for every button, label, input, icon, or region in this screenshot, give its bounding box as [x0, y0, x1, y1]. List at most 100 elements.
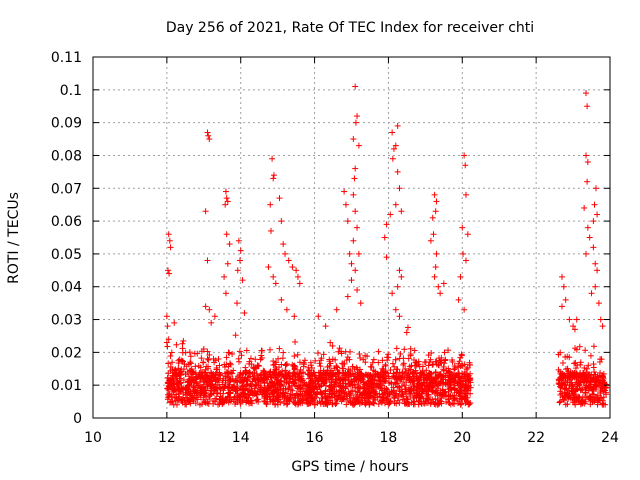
- data-point: [194, 396, 201, 403]
- x-axis-label: GPS time / hours: [291, 459, 408, 475]
- x-tick-label: 18: [380, 430, 398, 446]
- data-point: [368, 380, 375, 387]
- data-point: [335, 348, 342, 355]
- y-tick-label: 0.1: [60, 83, 82, 99]
- data-point: [261, 368, 268, 375]
- data-point: [320, 351, 327, 358]
- data-point: [290, 376, 297, 383]
- data-point: [196, 401, 203, 408]
- scatter-points: [163, 83, 610, 408]
- data-point: [441, 360, 448, 367]
- data-point: [215, 401, 222, 408]
- data-point: [192, 400, 199, 407]
- data-point: [167, 399, 174, 406]
- data-point: [406, 374, 413, 381]
- data-point: [465, 399, 472, 406]
- data-point: [437, 379, 444, 386]
- x-tick-label: 22: [527, 430, 545, 446]
- data-point: [273, 375, 280, 382]
- data-point: [170, 401, 177, 408]
- data-point: [190, 371, 197, 378]
- data-point: [432, 358, 439, 365]
- data-point: [175, 390, 182, 397]
- data-point: [440, 366, 447, 373]
- data-point: [272, 361, 279, 368]
- data-point: [217, 385, 224, 392]
- data-point: [451, 366, 458, 373]
- data-point: [225, 349, 232, 356]
- data-point: [245, 391, 252, 398]
- data-point: [318, 394, 325, 401]
- chart-title: Day 256 of 2021, Rate Of TEC Index for r…: [166, 20, 534, 36]
- y-tick-label: 0: [73, 411, 82, 427]
- data-point: [279, 391, 286, 398]
- data-point: [267, 346, 274, 353]
- data-point: [375, 359, 382, 366]
- data-point: [255, 379, 262, 386]
- data-point: [232, 332, 239, 339]
- data-point: [200, 345, 207, 352]
- data-point: [357, 385, 364, 392]
- y-tick-label: 0.06: [51, 214, 82, 230]
- data-point: [401, 346, 408, 353]
- data-point: [219, 377, 226, 384]
- data-point: [445, 347, 452, 354]
- data-point: [226, 370, 233, 377]
- data-point: [329, 400, 336, 407]
- y-axis-label: ROTI / TECUs: [6, 192, 22, 284]
- data-point: [270, 358, 277, 365]
- data-point: [438, 359, 445, 366]
- y-tick-label: 0.01: [51, 378, 82, 394]
- data-point: [294, 351, 301, 358]
- y-tick-label: 0.11: [51, 50, 82, 66]
- data-point: [360, 356, 367, 363]
- y-tick-label: 0.09: [51, 116, 82, 132]
- data-point: [369, 399, 376, 406]
- data-point: [278, 377, 285, 384]
- data-point: [238, 379, 245, 386]
- data-point: [440, 367, 447, 374]
- data-point: [425, 352, 432, 359]
- y-tick-label: 0.02: [51, 345, 82, 361]
- data-point: [312, 357, 319, 364]
- data-point: [356, 351, 363, 358]
- data-point: [300, 370, 307, 377]
- data-point: [235, 355, 242, 362]
- data-point: [393, 345, 400, 352]
- data-point: [336, 345, 343, 352]
- data-point: [164, 343, 171, 350]
- data-point: [347, 348, 354, 355]
- x-tick-label: 10: [84, 430, 102, 446]
- data-point: [307, 359, 314, 366]
- data-point: [227, 390, 234, 397]
- data-point: [390, 394, 397, 401]
- data-point: [229, 350, 236, 357]
- data-point: [370, 356, 377, 363]
- data-point: [252, 376, 259, 383]
- data-point: [259, 390, 266, 397]
- x-tick-label: 12: [158, 430, 176, 446]
- data-point: [212, 398, 219, 405]
- data-point: [346, 356, 353, 363]
- data-point: [343, 401, 350, 408]
- data-point: [206, 351, 213, 358]
- data-point: [194, 350, 201, 357]
- data-point: [331, 365, 338, 372]
- data-point: [368, 364, 375, 371]
- data-point: [456, 358, 463, 365]
- data-point: [308, 365, 315, 372]
- data-point: [204, 355, 211, 362]
- data-point: [300, 385, 307, 392]
- data-point: [369, 359, 376, 366]
- data-point: [171, 319, 178, 326]
- data-point: [280, 349, 287, 356]
- x-tick-label: 14: [232, 430, 250, 446]
- y-tick-label: 0.03: [51, 313, 82, 329]
- data-point: [226, 389, 233, 396]
- data-point: [348, 373, 355, 380]
- data-point: [423, 367, 430, 374]
- data-point: [209, 380, 216, 387]
- data-point: [241, 394, 248, 401]
